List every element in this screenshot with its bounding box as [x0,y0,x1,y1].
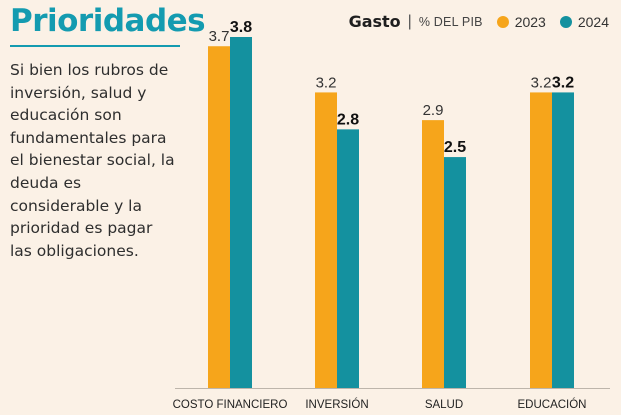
bar-2024-3 [552,92,574,388]
value-label-2023-3: 3.2 [531,74,552,91]
category-label-0: COSTO FINANCIERO [173,399,288,411]
title-underline [10,45,180,47]
value-label-2024-3: 3.2 [552,74,574,91]
legend-swatch-2024 [559,15,572,28]
bar-2024-2 [444,157,466,388]
bar-2023-0 [208,46,230,388]
legend: Gasto | % DEL PIB 2023 2024 [349,12,609,31]
legend-swatch-2023 [496,15,509,28]
value-label-2024-1: 2.8 [337,111,359,128]
value-label-2023-0: 3.7 [209,28,230,45]
category-label-2: SALUD [425,399,463,411]
chart-title: Prioridades [10,3,206,39]
chart-description: Si bien los rubros de inversión, salud y… [10,61,175,260]
legend-label-2024: 2024 [577,13,609,30]
bar-2023-2 [422,120,444,388]
value-label-2023-1: 3.2 [316,74,337,91]
legend-unit: % DEL PIB [418,14,483,29]
category-label-3: EDUCACIÓN [517,398,586,411]
category-label-1: INVERSIÓN [305,398,368,411]
bar-2024-1 [337,129,359,389]
legend-heading: Gasto [348,12,401,31]
value-label-2024-2: 2.5 [444,139,466,156]
value-label-2023-2: 2.9 [423,102,444,119]
value-label-2024-0: 3.8 [230,19,252,36]
bar-2024-0 [230,37,252,388]
bar-2023-1 [315,92,337,388]
legend-separator: | [407,12,412,30]
legend-label-2023: 2023 [514,13,546,30]
bar-2023-3 [530,92,552,388]
